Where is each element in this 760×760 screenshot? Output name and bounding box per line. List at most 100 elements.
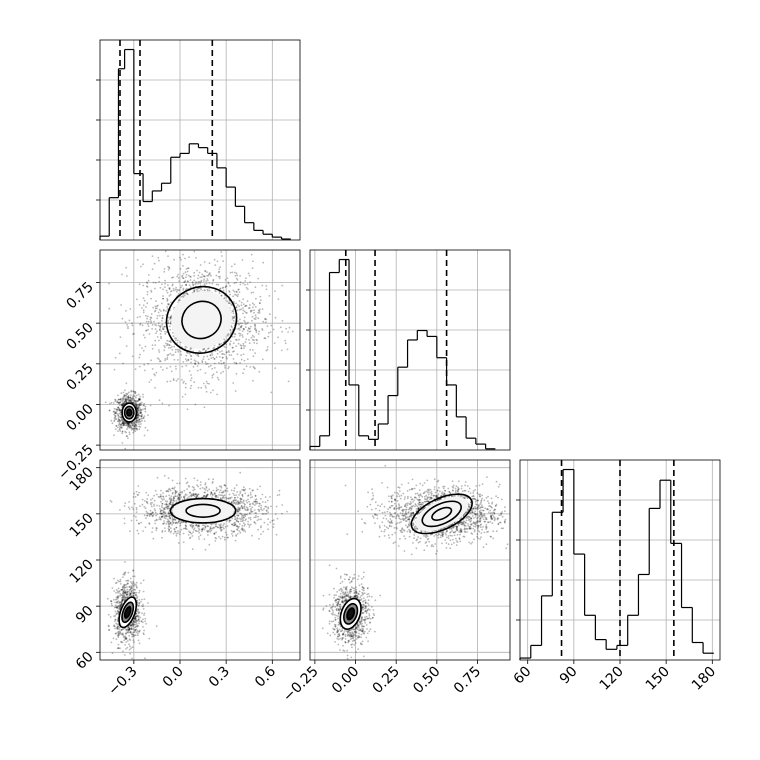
sample-point [150, 291, 153, 293]
sample-point [276, 517, 279, 520]
sample-point [174, 518, 177, 521]
sample-point [160, 335, 162, 338]
sample-point [241, 507, 244, 510]
sample-point [118, 423, 121, 426]
sample-point [158, 516, 161, 519]
sample-point [136, 586, 138, 589]
sample-point [127, 400, 130, 402]
sample-point [122, 421, 125, 424]
sample-point [132, 635, 135, 638]
sample-point [136, 428, 139, 431]
sample-point [138, 398, 141, 401]
sample-point [169, 352, 172, 355]
sample-point [131, 589, 134, 592]
sample-point [235, 290, 238, 293]
sample-point [139, 404, 141, 407]
sample-point [230, 496, 233, 499]
sample-point [176, 275, 179, 278]
sample-point [135, 394, 138, 397]
sample-point [169, 365, 172, 368]
sample-point [266, 523, 269, 526]
sample-point [211, 376, 214, 379]
sample-point [248, 328, 250, 330]
sample-point [140, 412, 142, 414]
sample-point [125, 396, 128, 399]
sample-point [156, 513, 159, 516]
sample-point [138, 611, 141, 614]
sample-point [121, 400, 124, 403]
sample-point [203, 289, 206, 291]
sample-point [161, 314, 164, 317]
sample-point [211, 374, 214, 377]
sample-point [117, 398, 120, 401]
sample-point [160, 515, 163, 518]
sample-point [114, 400, 117, 403]
sample-point [182, 253, 184, 256]
sample-point [125, 394, 127, 397]
sample-point [190, 525, 192, 528]
sample-point [207, 358, 210, 361]
sample-point [170, 499, 173, 502]
sample-point [136, 630, 139, 632]
sample-point [206, 362, 209, 365]
sample-point [169, 344, 171, 347]
sample-point [228, 351, 230, 354]
sample-point [161, 515, 164, 518]
sample-point [218, 362, 220, 364]
sample-point [122, 650, 124, 653]
sample-point [139, 398, 142, 401]
sample-point [143, 514, 146, 517]
sample-point [145, 329, 148, 332]
sample-point [119, 583, 122, 585]
sample-point [168, 344, 171, 346]
sample-point [219, 351, 221, 353]
sample-point [127, 422, 130, 425]
sample-point [220, 294, 223, 297]
sample-point [184, 382, 187, 385]
sample-point [120, 588, 123, 591]
sample-point [124, 591, 127, 593]
sample-point [243, 502, 246, 505]
sample-point [132, 592, 135, 595]
sample-point [190, 361, 192, 364]
sample-point [181, 491, 183, 494]
sample-point [146, 429, 149, 432]
sample-point [179, 524, 182, 527]
sample-point [125, 310, 127, 312]
sample-point [120, 403, 123, 405]
sample-point [138, 365, 141, 368]
sample-point [188, 495, 191, 498]
sample-point [167, 522, 170, 524]
sample-point [128, 589, 131, 591]
sample-point [174, 489, 177, 492]
sample-point [168, 295, 171, 297]
sample-point [118, 591, 120, 593]
sample-point [122, 391, 125, 394]
sample-point [116, 623, 119, 626]
sample-point [134, 496, 137, 498]
sample-point [152, 281, 155, 284]
sample-point [172, 501, 174, 504]
sample-point [135, 631, 138, 634]
sample-point [195, 281, 197, 283]
sample-point [114, 606, 117, 608]
sample-point [138, 618, 140, 621]
sample-point [236, 514, 239, 517]
sample-point [204, 525, 207, 528]
sample-point [233, 502, 236, 504]
sample-point [162, 326, 165, 329]
sample-point [142, 408, 145, 411]
sample-point [129, 396, 131, 399]
sample-point [259, 498, 262, 500]
sample-point [138, 398, 141, 401]
x-tick-label-x2: 150 [643, 664, 673, 694]
sample-point [197, 485, 200, 488]
sample-point [242, 327, 245, 330]
sample-point [116, 601, 119, 604]
sample-point [203, 356, 205, 358]
sample-point [208, 272, 211, 274]
sample-point [211, 493, 214, 496]
sample-point [154, 511, 157, 514]
sample-point [139, 404, 142, 406]
sample-point [126, 435, 128, 437]
